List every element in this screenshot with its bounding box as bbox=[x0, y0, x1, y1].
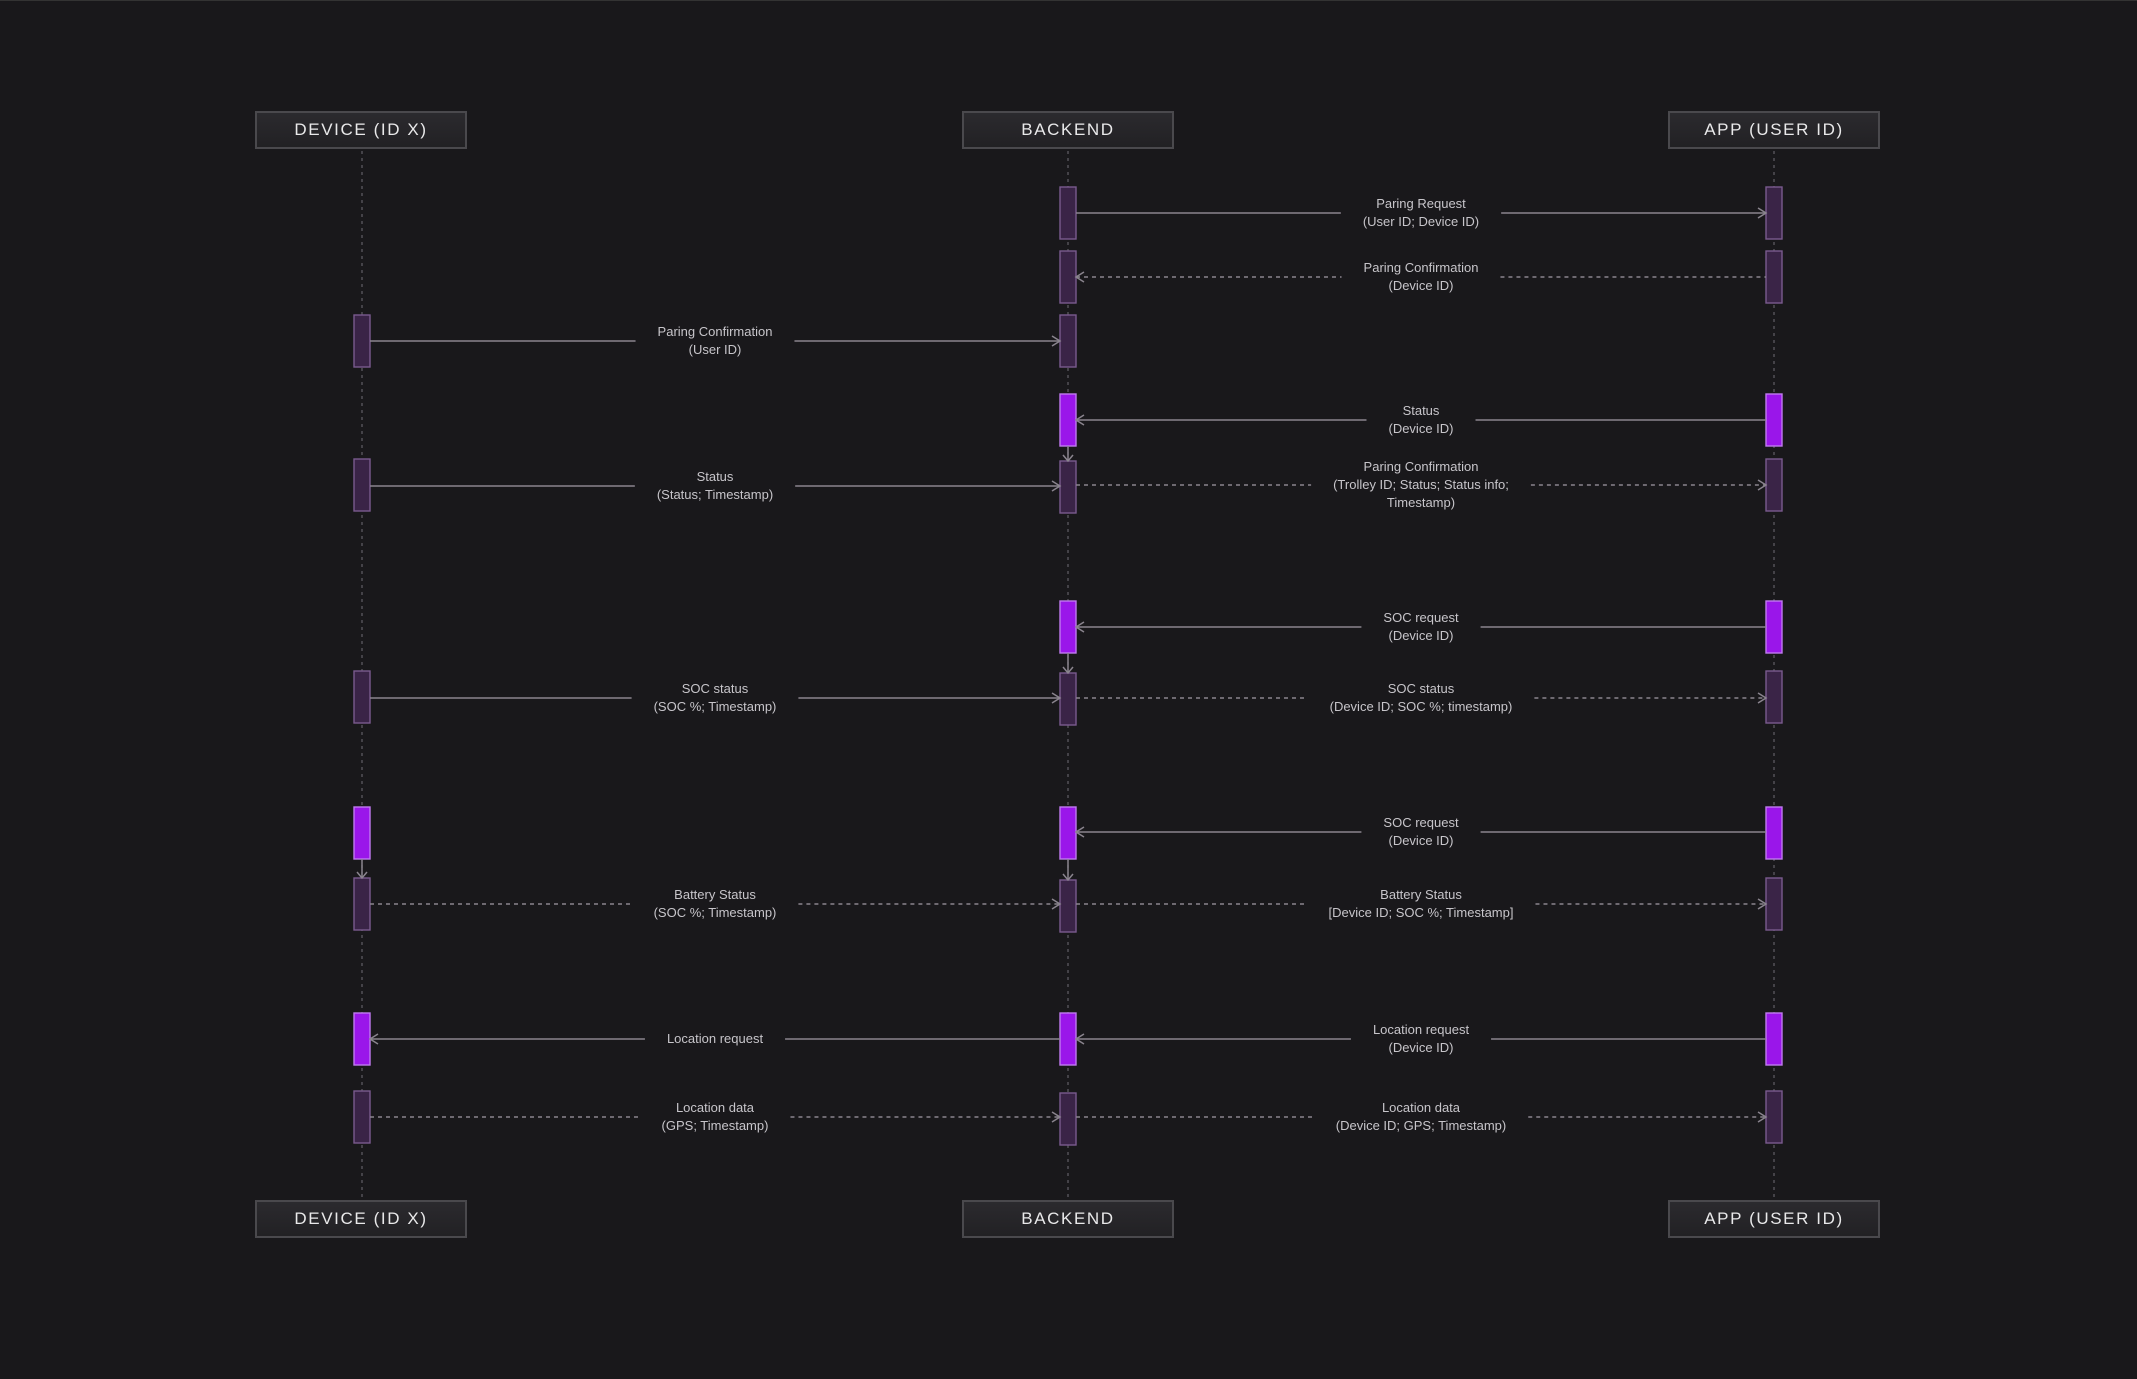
message-label: (Device ID; SOC %; timestamp) bbox=[1330, 699, 1513, 714]
message-label: (SOC %; Timestamp) bbox=[654, 699, 777, 714]
activation-bar-device bbox=[353, 670, 371, 724]
message-label: Location request bbox=[1373, 1022, 1470, 1037]
message-label: (User ID; Device ID) bbox=[1363, 214, 1479, 229]
message-label: (GPS; Timestamp) bbox=[662, 1118, 769, 1133]
actor-device-top[interactable]: DEVICE (ID X) bbox=[255, 111, 467, 149]
message-arrowhead bbox=[1051, 1111, 1062, 1123]
activation-bar-app bbox=[1765, 458, 1783, 512]
message-label: Status bbox=[697, 469, 734, 484]
message-label: (Status; Timestamp) bbox=[657, 487, 773, 502]
message-arrowhead bbox=[1757, 692, 1768, 704]
activation-bar-app bbox=[1765, 600, 1783, 654]
activation-bar-app bbox=[1765, 877, 1783, 931]
message-arrowhead bbox=[1757, 207, 1768, 219]
message-arrowhead bbox=[1074, 621, 1085, 633]
continuation-arrowhead bbox=[1062, 873, 1074, 882]
continuation-arrowhead bbox=[1062, 666, 1074, 675]
message-label: Paring Confirmation bbox=[1364, 459, 1479, 474]
activation-bar-device bbox=[353, 314, 371, 368]
activation-bar-backend bbox=[1059, 600, 1077, 654]
message-label: Paring Confirmation bbox=[658, 324, 773, 339]
activation-bar-device bbox=[353, 877, 371, 931]
message-label: (Device ID) bbox=[1388, 628, 1453, 643]
message-label: Paring Confirmation bbox=[1364, 260, 1479, 275]
message-label: Status bbox=[1403, 403, 1440, 418]
actor-backend-bottom[interactable]: BACKEND bbox=[962, 1200, 1174, 1238]
message-label: Battery Status bbox=[674, 887, 756, 902]
activation-bar-app bbox=[1765, 393, 1783, 447]
message-label: (Device ID) bbox=[1388, 1040, 1453, 1055]
activation-bar-backend bbox=[1059, 806, 1077, 860]
activation-bar-backend bbox=[1059, 879, 1077, 933]
activation-bar-backend bbox=[1059, 250, 1077, 304]
activation-bar-app bbox=[1765, 186, 1783, 240]
activation-bar-backend bbox=[1059, 672, 1077, 726]
message-label: (Device ID) bbox=[1388, 421, 1453, 436]
message-label: (Device ID) bbox=[1388, 833, 1453, 848]
message-label: Timestamp) bbox=[1387, 495, 1455, 510]
message-label: Battery Status bbox=[1380, 887, 1462, 902]
activation-bar-device bbox=[353, 1012, 371, 1066]
activation-bar-backend bbox=[1059, 1092, 1077, 1146]
continuation-arrowhead bbox=[356, 871, 368, 880]
activation-bar-backend bbox=[1059, 186, 1077, 240]
message-arrowhead bbox=[1757, 898, 1768, 910]
message-label: SOC status bbox=[682, 681, 749, 696]
message-arrowhead bbox=[1051, 480, 1062, 492]
activation-bar-device bbox=[353, 806, 371, 860]
message-label: Paring Request bbox=[1376, 196, 1466, 211]
message-label: Location data bbox=[676, 1100, 755, 1115]
activation-bar-app bbox=[1765, 250, 1783, 304]
activation-bar-app bbox=[1765, 1090, 1783, 1144]
message-label: [Device ID; SOC %; Timestamp] bbox=[1329, 905, 1514, 920]
continuation-arrowhead bbox=[1062, 454, 1074, 463]
message-arrowhead bbox=[1074, 271, 1085, 283]
activation-bar-backend bbox=[1059, 1012, 1077, 1066]
message-label: SOC request bbox=[1383, 610, 1459, 625]
message-label: SOC request bbox=[1383, 815, 1459, 830]
message-arrowhead bbox=[1074, 1033, 1085, 1045]
actor-backend-top[interactable]: BACKEND bbox=[962, 111, 1174, 149]
message-arrowhead bbox=[1051, 692, 1062, 704]
message-arrowhead bbox=[1757, 479, 1768, 491]
message-arrowhead bbox=[368, 1033, 379, 1045]
message-arrowhead bbox=[1051, 898, 1062, 910]
message-label: Location data bbox=[1382, 1100, 1461, 1115]
message-arrowhead bbox=[1074, 826, 1085, 838]
activation-bar-device bbox=[353, 1090, 371, 1144]
message-label: SOC status bbox=[1388, 681, 1455, 696]
activation-bar-backend bbox=[1059, 314, 1077, 368]
message-arrowhead bbox=[1074, 414, 1085, 426]
activation-bar-app bbox=[1765, 1012, 1783, 1066]
activation-bar-backend bbox=[1059, 460, 1077, 514]
message-label: Location request bbox=[667, 1031, 764, 1046]
message-arrowhead bbox=[1051, 335, 1062, 347]
message-label: (Device ID; GPS; Timestamp) bbox=[1336, 1118, 1506, 1133]
message-label: (Device ID) bbox=[1388, 278, 1453, 293]
activation-bar-device bbox=[353, 458, 371, 512]
actor-app-top[interactable]: APP (USER ID) bbox=[1668, 111, 1880, 149]
message-arrowhead bbox=[1757, 1111, 1768, 1123]
activation-bar-app bbox=[1765, 670, 1783, 724]
message-label: (User ID) bbox=[689, 342, 742, 357]
message-label: (SOC %; Timestamp) bbox=[654, 905, 777, 920]
actor-device-bottom[interactable]: DEVICE (ID X) bbox=[255, 1200, 467, 1238]
activation-bar-app bbox=[1765, 806, 1783, 860]
activation-bar-backend bbox=[1059, 393, 1077, 447]
actor-app-bottom[interactable]: APP (USER ID) bbox=[1668, 1200, 1880, 1238]
message-label: (Trolley ID; Status; Status info; bbox=[1333, 477, 1509, 492]
